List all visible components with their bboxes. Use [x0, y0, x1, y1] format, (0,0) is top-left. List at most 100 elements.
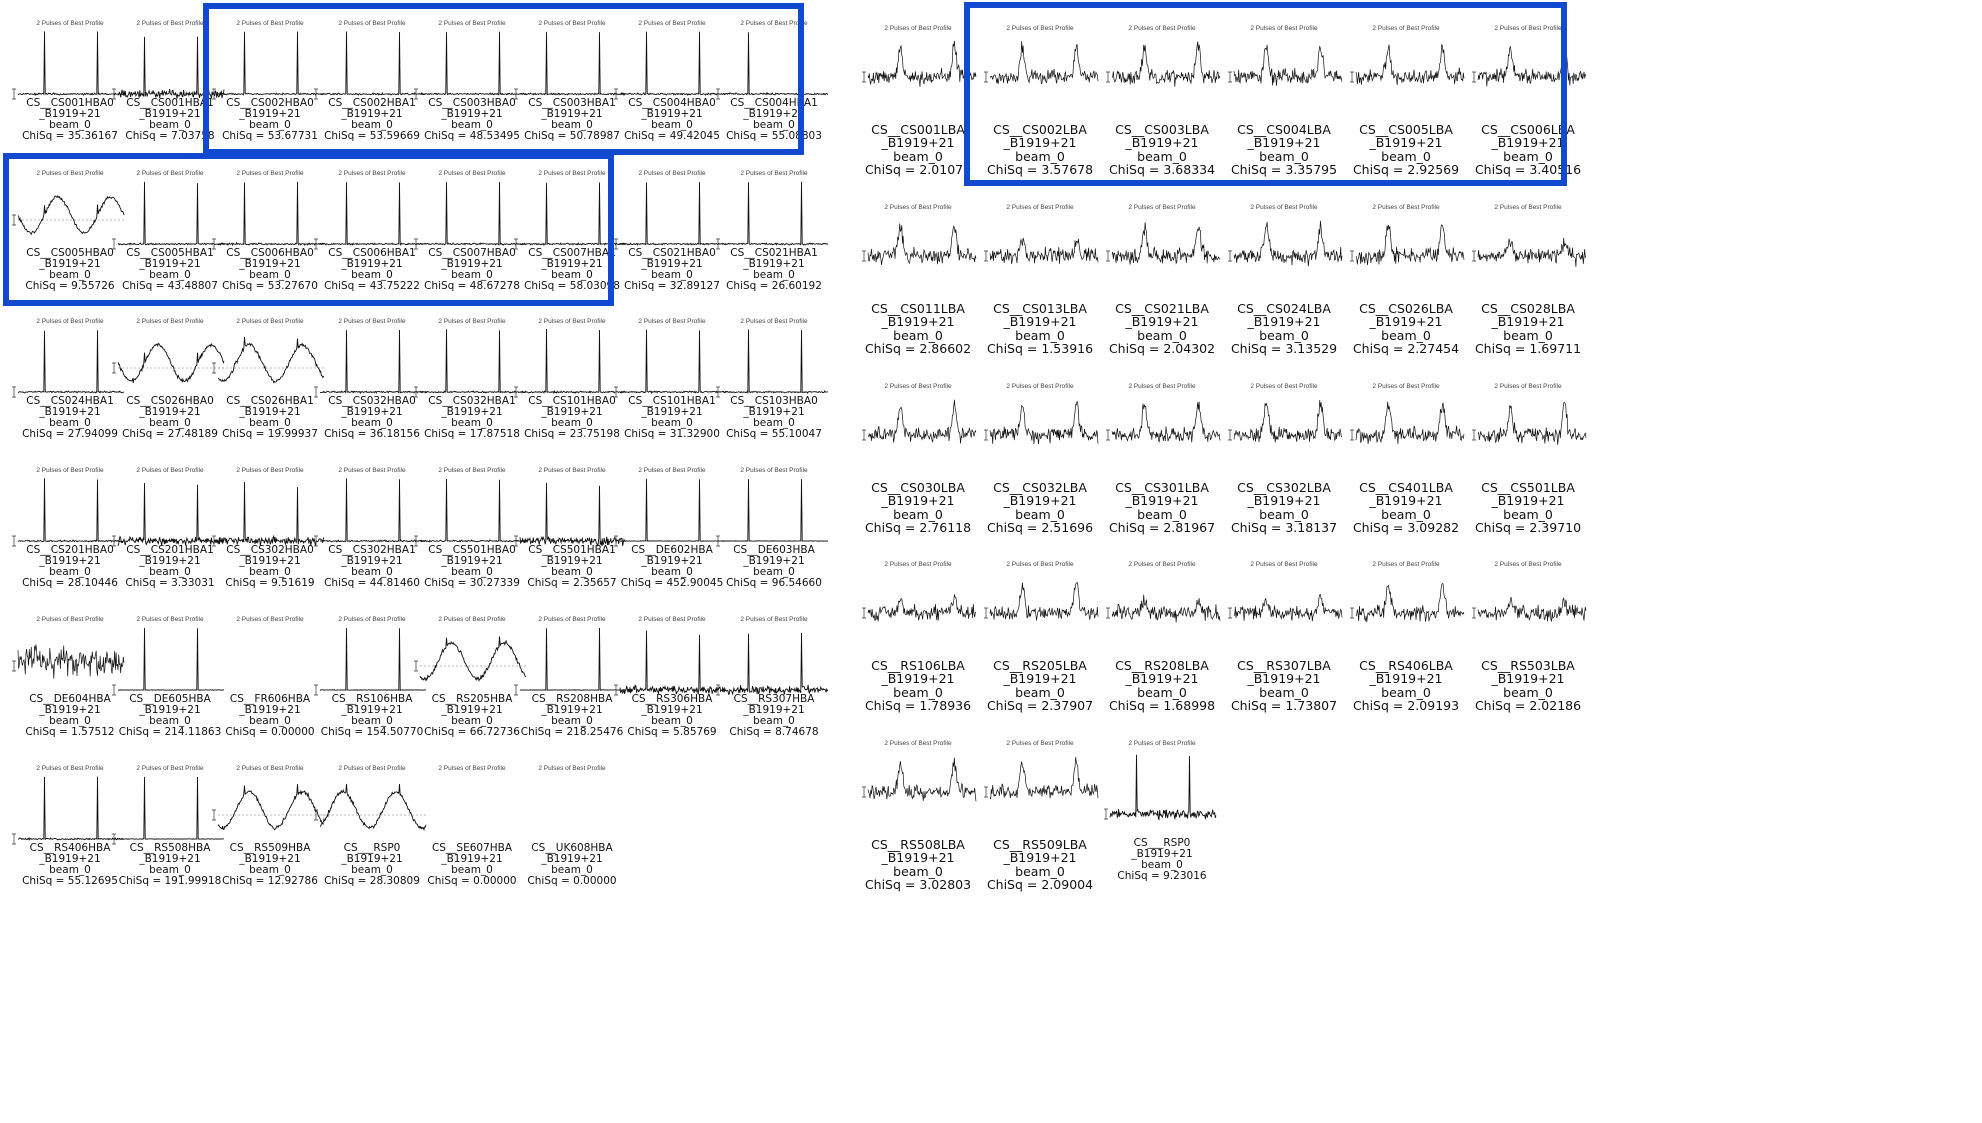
chisq-value: ChiSq = 3.02803 — [848, 878, 988, 891]
profile-plot — [716, 632, 829, 696]
source-label: B1919+21 — [144, 108, 201, 121]
error-bar-mark — [212, 238, 216, 250]
source-name: _B1919+21 — [1131, 848, 1193, 861]
panel-caption: CS__CS026LBA _B1919+21 beam_0 ChiSq = 2.274… — [1336, 302, 1476, 355]
error-bar-mark — [414, 88, 418, 100]
panel-caption: CS__FR606HBA _B1919+21 beam_0 ChiSq = 0.000… — [200, 693, 340, 739]
profile-panel: 2 Pulses of Best Profile CS__RS306HBA _B19… — [610, 596, 734, 776]
panel-caption: CS__RS306HBA _B1919+21 beam_0 ChiSq = 5.857… — [602, 693, 742, 739]
station-name: CS__CS002HBA1 — [328, 97, 416, 109]
profile-panel: 2 Pulses of Best Profile CS__CS006HBA0 _B1… — [208, 150, 332, 330]
panel-plot-title: 2 Pulses of Best Profile — [36, 20, 104, 27]
profile-panel: 2 Pulses of Best Profile CS__CS005HBA0 _B1… — [8, 150, 132, 330]
profile-plot — [1106, 41, 1221, 87]
source-label: B1919+21 — [1497, 493, 1565, 509]
chisq-value: ChiSq = 2.37907 — [970, 699, 1110, 712]
panel-caption: CS__CS021HBA1 _B1919+21 beam_0 ChiSq = 26.6… — [704, 247, 844, 293]
profile-panel: 2 Pulses of Best Profile CS__CS501HBA1 _B1… — [510, 447, 634, 627]
chisq-prefix: ChiSq = — [1108, 161, 1164, 177]
profile-plot — [12, 195, 125, 236]
panel-plot-title: 2 Pulses of Best Profile — [1372, 25, 1440, 32]
profile-plot — [12, 644, 125, 679]
source-name: _B1919+21 — [1369, 135, 1443, 151]
source-name: _B1919+21 — [441, 853, 503, 866]
profile-plot — [510, 745, 634, 855]
profile-plot — [112, 776, 225, 845]
profile-plot — [414, 636, 527, 683]
profile-panel: 2 Pulses of Best Profile CS__RS508LBA _B19… — [856, 720, 980, 900]
chisq-value: ChiSq = 53.67731 — [200, 131, 340, 142]
panel-plot-title: 2 Pulses of Best Profile — [884, 561, 952, 568]
chisq-number: 30.27339 — [469, 577, 520, 590]
chisq-value: ChiSq = 0.00000 — [502, 876, 642, 887]
beam-label: beam_0 — [551, 566, 593, 579]
beam-label: beam_0 — [1503, 148, 1553, 164]
chisq-prefix: ChiSq = — [729, 726, 776, 739]
source-label: B1919+21 — [546, 704, 603, 717]
source-name: _B1919+21 — [341, 258, 403, 271]
profile-line — [519, 31, 626, 96]
profile-plot — [716, 329, 829, 398]
source-name: _B1919+21 — [541, 704, 603, 717]
chisq-prefix: ChiSq = — [524, 280, 570, 293]
chisq-number: 7.03758 — [171, 130, 215, 143]
station-name: CS__CS021HBA1 — [730, 247, 818, 259]
panel-plot-title: 2 Pulses of Best Profile — [236, 616, 304, 623]
station-name: CS__RS208LBA — [1115, 658, 1209, 673]
source-label: B1919+21 — [244, 108, 301, 121]
beam-label: beam_0 — [1015, 863, 1065, 879]
source-label: B1919+21 — [44, 704, 101, 717]
source-label: B1919+21 — [44, 108, 101, 121]
chisq-prefix: ChiSq = — [222, 875, 268, 888]
panel-plot-title: 2 Pulses of Best Profile — [36, 616, 104, 623]
source-label: B1919+21 — [748, 406, 805, 419]
panel-plot-title: 2 Pulses of Best Profile — [884, 740, 952, 747]
panel-caption: CS__CS011LBA _B1919+21 beam_0 ChiSq = 2.866… — [848, 302, 988, 355]
profile-panel: 2 Pulses of Best Profile CS__UK608HBA _B19… — [510, 745, 634, 925]
source-name: _B1919+21 — [1369, 493, 1443, 509]
profile-plot — [716, 479, 829, 547]
station-name: CS__CS030LBA — [871, 480, 965, 495]
panel-plot-title: 2 Pulses of Best Profile — [136, 765, 204, 772]
source-label: B1919+21 — [346, 704, 403, 717]
profile-panel: 2 Pulses of Best Profile CS__CS004HBA1 _B1… — [712, 0, 836, 180]
source-name: _B1919+21 — [541, 555, 603, 568]
chisq-number: 23.75198 — [569, 428, 620, 441]
source-name: _B1919+21 — [39, 853, 101, 866]
station-name: CS__CS101HBA1 — [628, 395, 716, 407]
error-bar-mark — [614, 535, 618, 547]
chisq-number: 2.76118 — [919, 519, 972, 535]
panel-caption: CS__CS004LBA _B1919+21 beam_0 ChiSq = 3.357… — [1214, 123, 1354, 176]
chisq-number: 26.60192 — [771, 280, 822, 293]
station-name: CS__CS028LBA — [1481, 301, 1575, 316]
panel-plot-title: 2 Pulses of Best Profile — [1128, 383, 1196, 390]
profile-line — [319, 329, 427, 395]
beam-label: beam_0 — [249, 864, 291, 877]
chisq-prefix: ChiSq = — [424, 130, 470, 143]
source-label: B1919+21 — [346, 258, 403, 271]
chisq-prefix: ChiSq = — [1108, 519, 1164, 535]
profile-plot — [514, 482, 627, 547]
profile-plot — [12, 776, 125, 845]
error-bar-mark — [1472, 71, 1476, 83]
profile-line — [117, 482, 225, 547]
profile-line — [721, 329, 829, 395]
source-label: B1919+21 — [887, 493, 955, 509]
chisq-prefix: ChiSq = — [524, 130, 570, 143]
station-name: CS__CS026HBA0 — [126, 395, 214, 407]
source-name: _B1919+21 — [641, 258, 703, 271]
chisq-prefix: ChiSq = — [1108, 340, 1164, 356]
chisq-number: 53.59669 — [369, 130, 420, 143]
chisq-number: 50.78987 — [569, 130, 620, 143]
chisq-prefix: ChiSq = — [1474, 161, 1530, 177]
profile-plot — [862, 594, 977, 622]
panel-caption: CS__CS005HBA0 _B1919+21 beam_0 ChiSq = 9.55… — [0, 247, 140, 293]
profile-line — [867, 399, 977, 444]
source-name: _B1919+21 — [139, 704, 201, 717]
station-name: CS__CS302LBA — [1237, 480, 1331, 495]
profile-plot — [614, 329, 727, 398]
beam-label: beam_0 — [1015, 684, 1065, 700]
chisq-prefix: ChiSq = — [222, 280, 268, 293]
panel-caption: CS__CS021HBA0 _B1919+21 beam_0 ChiSq = 32.8… — [602, 247, 742, 293]
station-name: CS__CS501HBA0 — [428, 544, 516, 556]
